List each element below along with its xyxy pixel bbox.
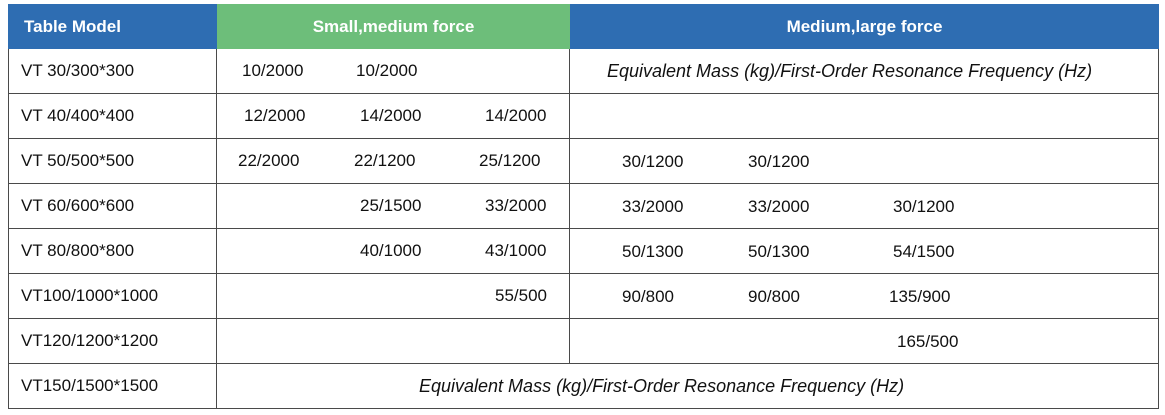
value-cell: 33/2000 [748, 196, 810, 216]
table-row: VT 80/800*800 40/1000 43/1000 [8, 229, 1159, 274]
large-force-cell [570, 94, 1159, 138]
value-cell: 30/1200 [893, 196, 955, 216]
small-force-cell: 55/500 [217, 274, 570, 318]
table-row: VT 50/500*500 22/2000 22/1200 25/1200 [8, 139, 1159, 184]
small-force-cell: 25/1500 33/2000 [217, 184, 570, 228]
table-row: VT 60/600*600 25/1500 33/2000 [8, 184, 1159, 229]
value-cell: 50/1300 [622, 241, 684, 261]
large-force-cell [570, 229, 1159, 273]
table-row: VT100/1000*1000 55/500 [8, 274, 1159, 319]
value-cell: 12/2000 [244, 106, 306, 125]
model-cell: VT 60/600*600 [8, 184, 217, 228]
value-cell: 90/800 [748, 286, 800, 306]
value-cell: 25/1200 [479, 151, 541, 170]
large-values-row: 165/500 [570, 319, 1159, 364]
large-force-cell [570, 184, 1159, 228]
model-cell: VT150/1500*1500 [8, 364, 217, 408]
model-cell: VT 50/500*500 [8, 139, 217, 183]
table-row: VT 30/300*300 10/2000 10/2000 Equivalent… [8, 49, 1159, 94]
large-force-cell [570, 274, 1159, 318]
value-cell: 165/500 [897, 331, 959, 351]
value-cell: 10/2000 [356, 61, 418, 80]
small-force-cell: 22/2000 22/1200 25/1200 [217, 139, 570, 183]
value-cell: 14/2000 [485, 106, 547, 125]
table-row: VT150/1500*1500 Equivalent Mass (kg)/Fir… [8, 364, 1159, 409]
model-cell: VT 40/400*400 [8, 94, 217, 138]
spec-table: Table Model Small,medium force Medium,la… [8, 4, 1159, 411]
equivalent-mass-note: Equivalent Mass (kg)/First-Order Resonan… [419, 375, 905, 396]
value-cell: 90/800 [622, 286, 674, 306]
model-cell: VT 80/800*800 [8, 229, 217, 273]
small-force-cell: 12/2000 14/2000 14/2000 [217, 94, 570, 138]
model-cell: VT 30/300*300 [8, 49, 217, 93]
value-cell: 40/1000 [360, 241, 422, 260]
value-cell: 25/1500 [360, 196, 422, 215]
header-small-medium-force: Small,medium force [217, 4, 570, 49]
value-cell: 43/1000 [485, 241, 547, 260]
large-values-row: 50/1300 50/1300 54/1500 [570, 229, 1159, 274]
model-cell: VT120/1200*1200 [8, 319, 217, 363]
small-force-cell [217, 319, 570, 363]
model-cell: VT100/1000*1000 [8, 274, 217, 318]
value-cell: 30/1200 [748, 151, 810, 171]
large-values-row: 90/800 90/800 135/900 [570, 274, 1159, 319]
value-cell: 22/1200 [354, 151, 416, 170]
table-row: VT 40/400*400 12/2000 14/2000 14/2000 [8, 94, 1159, 139]
small-force-cell: 40/1000 43/1000 [217, 229, 570, 273]
header-medium-large-force: Medium,large force [570, 4, 1159, 49]
value-cell: 33/2000 [485, 196, 547, 215]
large-force-cell [570, 139, 1159, 183]
small-force-cell: 10/2000 10/2000 [217, 49, 570, 93]
merged-force-cell: Equivalent Mass (kg)/First-Order Resonan… [217, 364, 1159, 408]
table-row: VT120/1200*1200 [8, 319, 1159, 364]
value-cell: 10/2000 [242, 61, 304, 80]
header-table-model: Table Model [8, 4, 217, 49]
value-cell: 50/1300 [748, 241, 810, 261]
value-cell: 54/1500 [893, 241, 955, 261]
value-cell: 30/1200 [622, 151, 684, 171]
large-force-cell [570, 319, 1159, 363]
value-cell: 22/2000 [238, 151, 300, 170]
value-cell: 135/900 [889, 286, 951, 306]
large-values-row: 33/2000 33/2000 30/1200 [570, 184, 1159, 229]
large-values-row: 30/1200 30/1200 [570, 139, 1159, 184]
value-cell: 14/2000 [360, 106, 422, 125]
equivalent-mass-note: Equivalent Mass (kg)/First-Order Resonan… [607, 60, 1093, 81]
value-cell: 33/2000 [622, 196, 684, 216]
value-cell: 55/500 [495, 286, 547, 305]
large-force-cell: Equivalent Mass (kg)/First-Order Resonan… [570, 49, 1159, 93]
